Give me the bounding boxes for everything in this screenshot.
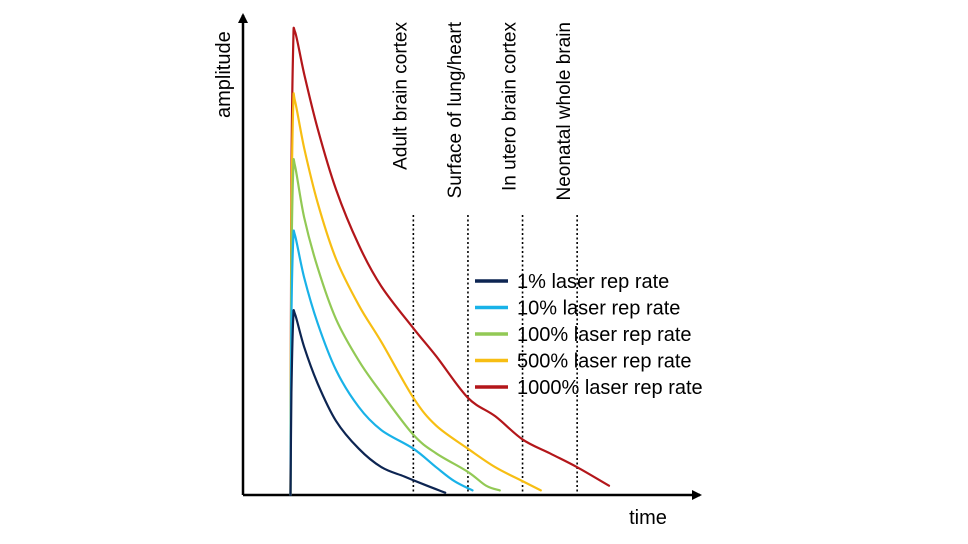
vertical-markers: Adult brain cortex Surface of lung/heart I… xyxy=(390,21,578,495)
series-line-500-laser-rep-rate xyxy=(289,92,542,497)
series-line-10-laser-rep-rate xyxy=(289,229,474,497)
x-axis-label: time xyxy=(629,507,667,529)
legend-label-10-laser-rep-rate: 10% laser rep rate xyxy=(517,298,680,320)
marker-label-in-utero-brain-cortex: In utero brain cortex xyxy=(500,22,521,191)
legend-label-1-laser-rep-rate: 1% laser rep rate xyxy=(517,271,669,293)
series-lines xyxy=(289,26,611,497)
marker-label-neonatal-whole-brain: Neonatal whole brain xyxy=(554,22,575,201)
y-axis-label: amplitude xyxy=(213,31,235,118)
legend-label-100-laser-rep-rate: 100% laser rep rate xyxy=(517,324,692,346)
legend-label-1000-laser-rep-rate: 1000% laser rep rate xyxy=(517,377,703,399)
legend-label-500-laser-rep-rate: 500% laser rep rate xyxy=(517,351,692,373)
marker-label-adult-brain-cortex: Adult brain cortex xyxy=(390,22,411,170)
legend: 1% laser rep rate 10% laser rep rate 100% … xyxy=(475,271,703,399)
series-line-100-laser-rep-rate xyxy=(289,157,501,497)
series-line-1000-laser-rep-rate xyxy=(289,26,611,497)
series-line-1-laser-rep-rate xyxy=(289,308,447,497)
marker-label-surface-of-lung-heart: Surface of lung/heart xyxy=(445,21,466,198)
